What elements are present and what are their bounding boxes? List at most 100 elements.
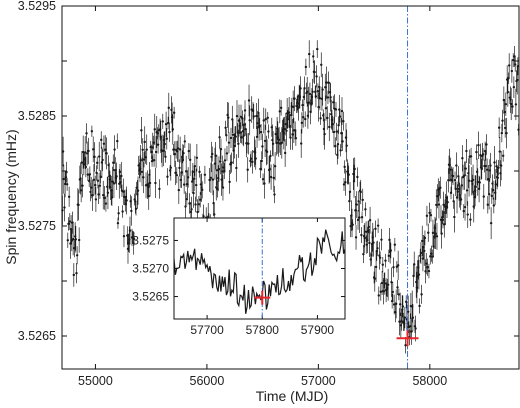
- data-point: [142, 158, 146, 161]
- data-point: [143, 140, 146, 144]
- data-point: [348, 190, 352, 194]
- data-point: [358, 216, 361, 219]
- data-point: [514, 63, 517, 66]
- data-point: [71, 238, 75, 241]
- data-point: [466, 213, 469, 216]
- inset-x-tick-label: 57800: [246, 323, 280, 337]
- data-point: [81, 184, 84, 187]
- data-point: [239, 115, 243, 118]
- data-point: [485, 168, 489, 171]
- data-point: [114, 169, 117, 172]
- data-point: [266, 116, 269, 119]
- data-point: [144, 156, 147, 159]
- data-point: [478, 181, 481, 184]
- data-point: [449, 168, 452, 171]
- data-point: [92, 178, 96, 182]
- data-point: [351, 223, 354, 227]
- data-point: [338, 108, 341, 111]
- data-point: [499, 164, 503, 167]
- data-point: [242, 134, 245, 137]
- data-point: [455, 164, 458, 167]
- data-point: [324, 106, 328, 110]
- data-point: [62, 177, 65, 181]
- main-event-marker: [396, 330, 419, 347]
- inset-y-tick-label: 3.5275: [132, 233, 169, 247]
- data-point: [393, 243, 397, 246]
- data-point: [463, 205, 467, 209]
- data-point: [167, 106, 170, 110]
- data-point: [304, 117, 307, 121]
- data-point: [263, 182, 266, 185]
- data-point: [482, 195, 485, 198]
- data-point: [188, 158, 192, 162]
- data-point: [100, 138, 103, 142]
- data-point: [413, 263, 416, 266]
- data-point: [90, 130, 94, 133]
- data-point: [229, 136, 233, 140]
- data-point: [117, 212, 120, 215]
- data-point: [335, 130, 338, 133]
- data-point: [442, 203, 445, 206]
- data-point: [139, 158, 142, 162]
- data-point: [414, 327, 417, 330]
- data-point: [240, 136, 243, 139]
- data-point: [367, 225, 370, 229]
- data-point: [90, 186, 93, 189]
- data-point: [354, 236, 358, 239]
- data-point: [199, 198, 202, 201]
- data-point: [337, 123, 340, 127]
- data-point: [340, 109, 344, 113]
- y-axis-title: Spin frequency (mHz): [3, 129, 19, 264]
- data-point: [354, 209, 357, 212]
- data-point: [510, 69, 514, 73]
- data-point: [182, 151, 185, 155]
- data-point: [511, 105, 514, 108]
- data-point: [362, 252, 365, 256]
- data-point: [434, 232, 437, 235]
- data-point: [477, 144, 480, 147]
- data-point: [140, 129, 143, 132]
- data-point: [323, 132, 326, 136]
- data-point: [159, 135, 162, 139]
- data-point: [481, 153, 485, 156]
- data-point: [147, 195, 150, 198]
- data-point: [396, 264, 400, 267]
- data-point: [154, 181, 157, 185]
- data-point: [352, 179, 356, 183]
- data-point: [319, 117, 322, 120]
- data-point: [223, 159, 227, 162]
- data-point: [162, 149, 165, 152]
- data-point: [265, 150, 269, 154]
- data-point: [431, 231, 435, 235]
- data-point: [187, 149, 191, 153]
- data-point: [102, 193, 105, 197]
- data-point: [227, 141, 231, 144]
- data-point: [431, 255, 434, 258]
- data-point: [164, 155, 167, 158]
- data-point: [327, 81, 330, 84]
- data-point: [166, 175, 169, 178]
- data-point: [326, 96, 330, 99]
- data-point: [476, 180, 479, 184]
- data-point: [202, 215, 205, 218]
- data-point: [386, 283, 390, 286]
- data-point: [356, 218, 360, 222]
- data-point: [247, 99, 251, 102]
- data-point: [463, 174, 466, 177]
- data-point: [418, 304, 421, 308]
- x-tick-label: 58000: [412, 374, 447, 388]
- data-point: [427, 269, 431, 273]
- data-point: [461, 157, 464, 160]
- data-point: [213, 213, 216, 216]
- data-point: [125, 199, 128, 202]
- data-point: [446, 200, 449, 204]
- data-point: [384, 259, 387, 262]
- data-point: [460, 184, 463, 187]
- data-point: [321, 88, 324, 91]
- data-point: [163, 142, 166, 146]
- data-point: [263, 139, 267, 143]
- data-point: [456, 190, 459, 193]
- data-point: [497, 126, 501, 129]
- data-point: [374, 227, 377, 231]
- data-point: [219, 147, 223, 151]
